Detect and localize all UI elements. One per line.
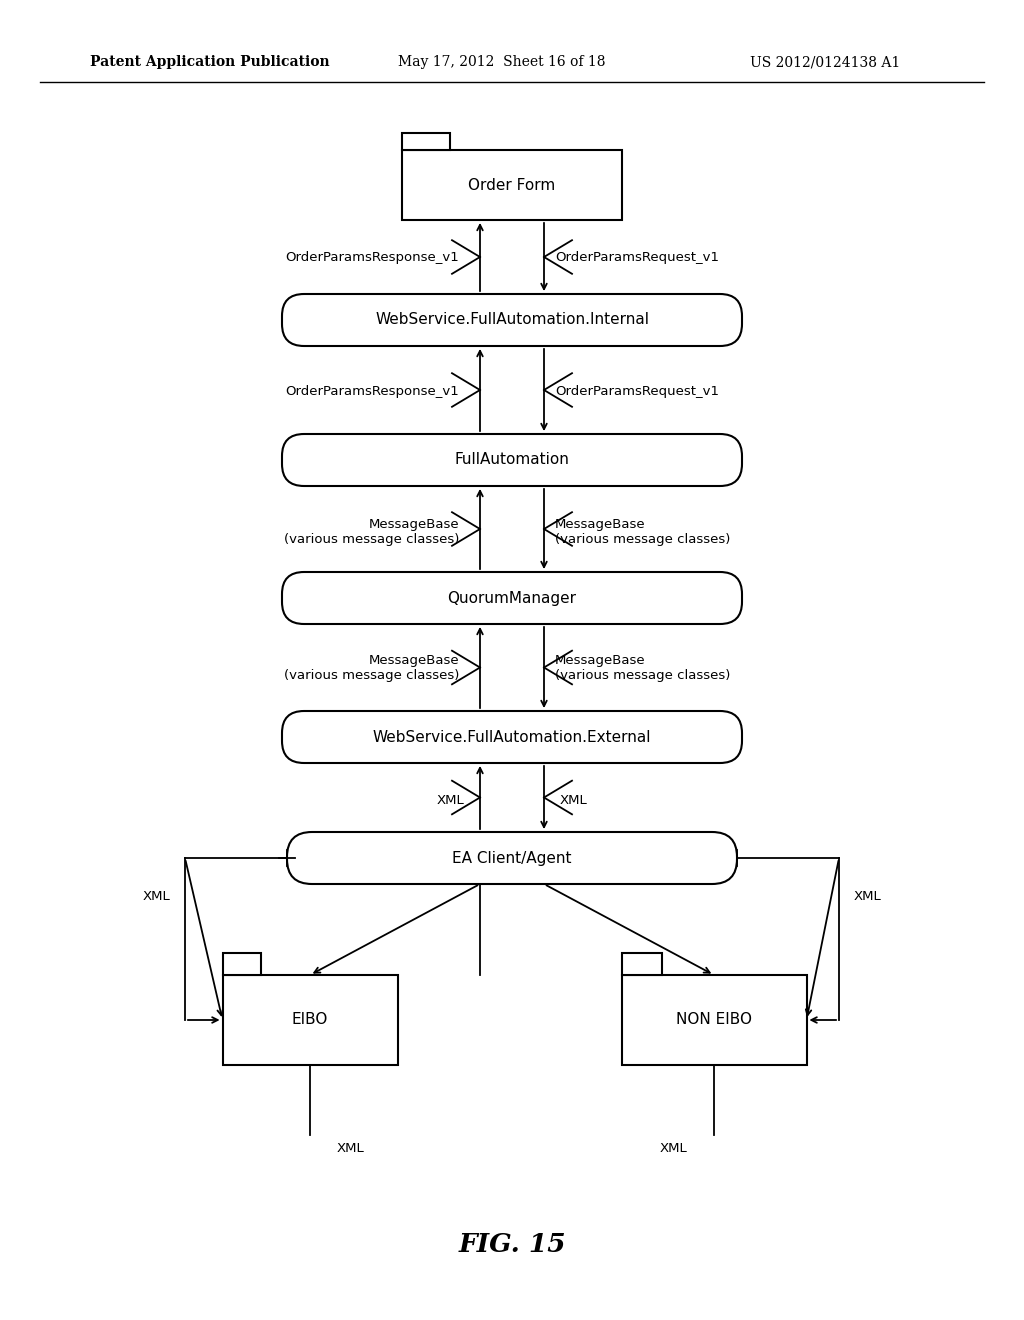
FancyBboxPatch shape	[282, 434, 742, 486]
Polygon shape	[402, 150, 622, 220]
Text: MessageBase
(various message classes): MessageBase (various message classes)	[284, 653, 459, 682]
Text: XML: XML	[142, 890, 170, 903]
Text: XML: XML	[336, 1142, 364, 1155]
Text: US 2012/0124138 A1: US 2012/0124138 A1	[750, 55, 900, 69]
Text: OrderParamsRequest_v1: OrderParamsRequest_v1	[555, 252, 719, 264]
Text: XML: XML	[436, 793, 464, 807]
Text: WebService.FullAutomation.External: WebService.FullAutomation.External	[373, 730, 651, 744]
Text: NON EIBO: NON EIBO	[676, 1012, 752, 1027]
Text: MessageBase
(various message classes): MessageBase (various message classes)	[284, 517, 459, 546]
Polygon shape	[622, 953, 663, 975]
Text: MessageBase
(various message classes): MessageBase (various message classes)	[555, 653, 730, 682]
Polygon shape	[622, 975, 807, 1065]
Text: FIG. 15: FIG. 15	[458, 1233, 566, 1258]
Text: Order Form: Order Form	[468, 177, 556, 193]
Text: XML: XML	[560, 793, 588, 807]
Text: EIBO: EIBO	[292, 1012, 328, 1027]
FancyBboxPatch shape	[282, 294, 742, 346]
Text: XML: XML	[660, 1142, 688, 1155]
Text: OrderParamsRequest_v1: OrderParamsRequest_v1	[555, 385, 719, 399]
Text: QuorumManager: QuorumManager	[447, 590, 577, 606]
Text: MessageBase
(various message classes): MessageBase (various message classes)	[555, 517, 730, 546]
FancyBboxPatch shape	[287, 832, 737, 884]
Polygon shape	[222, 975, 397, 1065]
FancyBboxPatch shape	[282, 572, 742, 624]
Text: EA Client/Agent: EA Client/Agent	[453, 850, 571, 866]
Polygon shape	[222, 953, 261, 975]
Text: Patent Application Publication: Patent Application Publication	[90, 55, 330, 69]
FancyBboxPatch shape	[282, 711, 742, 763]
Text: FullAutomation: FullAutomation	[455, 453, 569, 467]
Text: XML: XML	[854, 890, 882, 903]
Text: OrderParamsResponse_v1: OrderParamsResponse_v1	[286, 385, 459, 399]
Text: OrderParamsResponse_v1: OrderParamsResponse_v1	[286, 252, 459, 264]
Text: May 17, 2012  Sheet 16 of 18: May 17, 2012 Sheet 16 of 18	[398, 55, 605, 69]
Polygon shape	[402, 132, 451, 150]
Text: WebService.FullAutomation.Internal: WebService.FullAutomation.Internal	[375, 313, 649, 327]
